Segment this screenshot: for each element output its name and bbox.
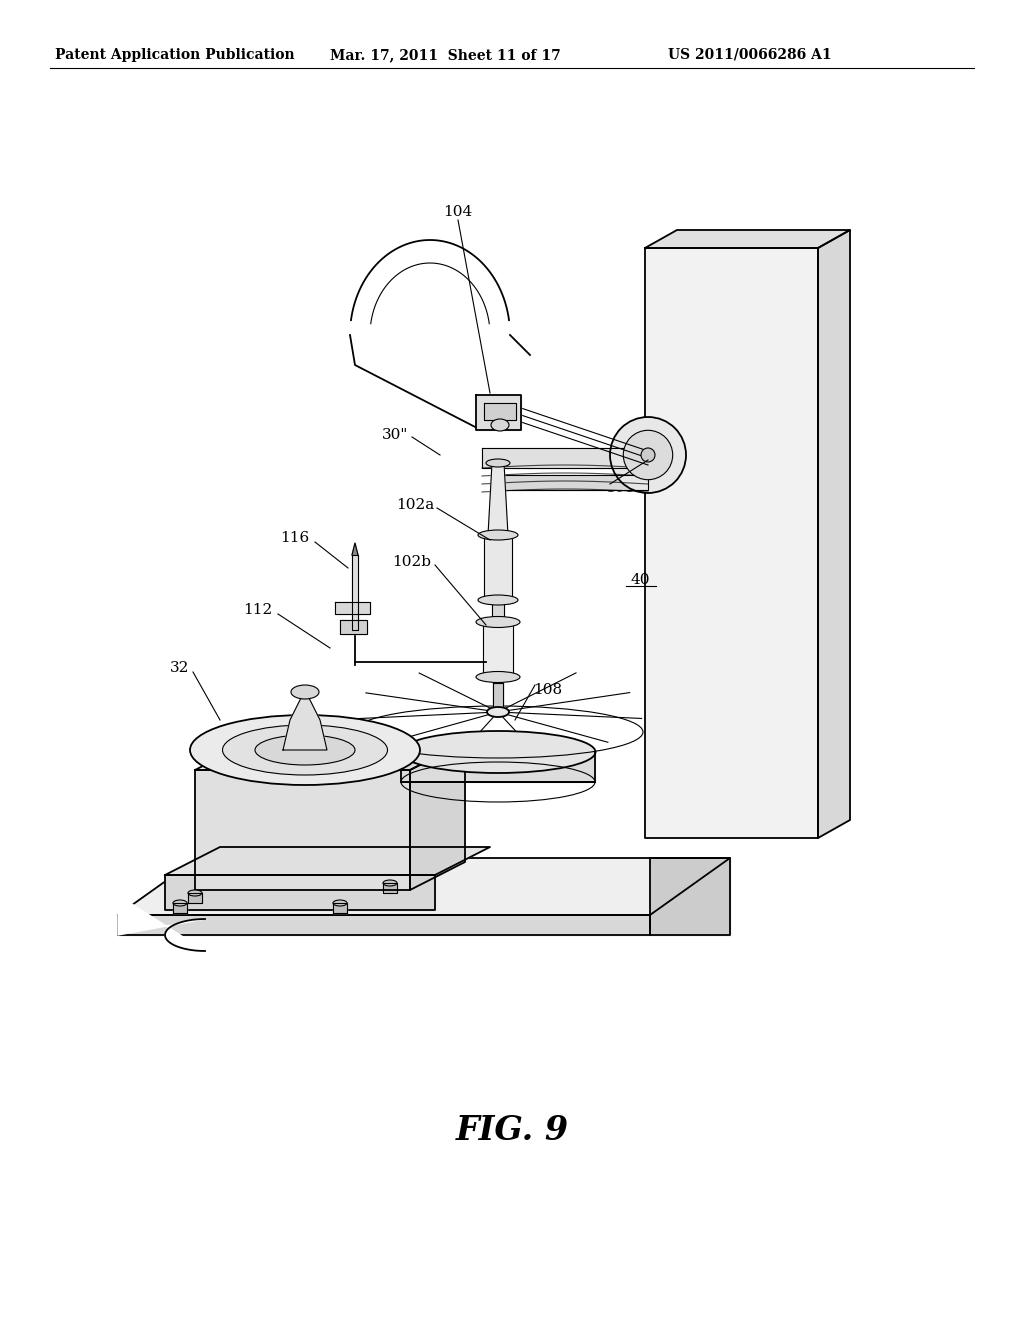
Polygon shape	[333, 903, 347, 913]
Polygon shape	[118, 895, 205, 950]
Text: 112: 112	[244, 603, 272, 616]
Ellipse shape	[478, 595, 518, 605]
Ellipse shape	[478, 531, 518, 540]
Polygon shape	[352, 554, 358, 630]
Polygon shape	[645, 248, 818, 838]
Ellipse shape	[476, 616, 520, 627]
Text: 40: 40	[630, 573, 650, 587]
Ellipse shape	[190, 715, 420, 785]
Polygon shape	[195, 742, 465, 770]
Polygon shape	[492, 601, 504, 622]
Text: Mar. 17, 2011  Sheet 11 of 17: Mar. 17, 2011 Sheet 11 of 17	[330, 48, 560, 62]
Polygon shape	[283, 690, 327, 750]
Ellipse shape	[255, 735, 355, 766]
Ellipse shape	[222, 725, 387, 775]
Polygon shape	[476, 395, 521, 430]
Ellipse shape	[173, 900, 187, 906]
Polygon shape	[173, 903, 187, 913]
Ellipse shape	[476, 672, 520, 682]
Polygon shape	[488, 463, 508, 535]
Polygon shape	[484, 403, 516, 420]
Ellipse shape	[486, 459, 510, 467]
Polygon shape	[401, 752, 595, 781]
Text: 102a: 102a	[396, 498, 434, 512]
Text: 30": 30"	[382, 428, 409, 442]
Ellipse shape	[487, 708, 509, 717]
Ellipse shape	[641, 447, 655, 462]
Polygon shape	[195, 770, 410, 890]
Polygon shape	[650, 858, 730, 935]
Text: Patent Application Publication: Patent Application Publication	[55, 48, 295, 62]
Polygon shape	[493, 469, 503, 708]
Polygon shape	[335, 602, 370, 614]
Polygon shape	[340, 620, 367, 634]
Ellipse shape	[383, 880, 397, 886]
Polygon shape	[493, 682, 503, 708]
Polygon shape	[118, 915, 650, 935]
Polygon shape	[818, 230, 850, 838]
Polygon shape	[502, 475, 648, 490]
Text: 104: 104	[443, 205, 473, 219]
Polygon shape	[483, 622, 513, 677]
Text: 102b: 102b	[392, 554, 431, 569]
Polygon shape	[484, 535, 512, 601]
Text: US 2011/0066286 A1: US 2011/0066286 A1	[669, 48, 831, 62]
Polygon shape	[352, 543, 358, 554]
Polygon shape	[165, 875, 435, 909]
Polygon shape	[410, 742, 465, 890]
Ellipse shape	[624, 430, 673, 479]
Ellipse shape	[291, 685, 319, 700]
Polygon shape	[118, 858, 730, 915]
Ellipse shape	[610, 417, 686, 492]
Text: 116: 116	[281, 531, 309, 545]
Polygon shape	[188, 894, 202, 903]
Text: 108: 108	[534, 682, 562, 697]
Ellipse shape	[188, 890, 202, 896]
Text: 106: 106	[605, 480, 635, 495]
Ellipse shape	[490, 418, 509, 432]
Ellipse shape	[400, 731, 596, 774]
Polygon shape	[383, 883, 397, 894]
Polygon shape	[165, 847, 490, 875]
Polygon shape	[645, 230, 850, 248]
Ellipse shape	[333, 900, 347, 906]
Text: 32: 32	[170, 661, 189, 675]
Polygon shape	[482, 447, 648, 469]
Text: FIG. 9: FIG. 9	[456, 1114, 568, 1147]
